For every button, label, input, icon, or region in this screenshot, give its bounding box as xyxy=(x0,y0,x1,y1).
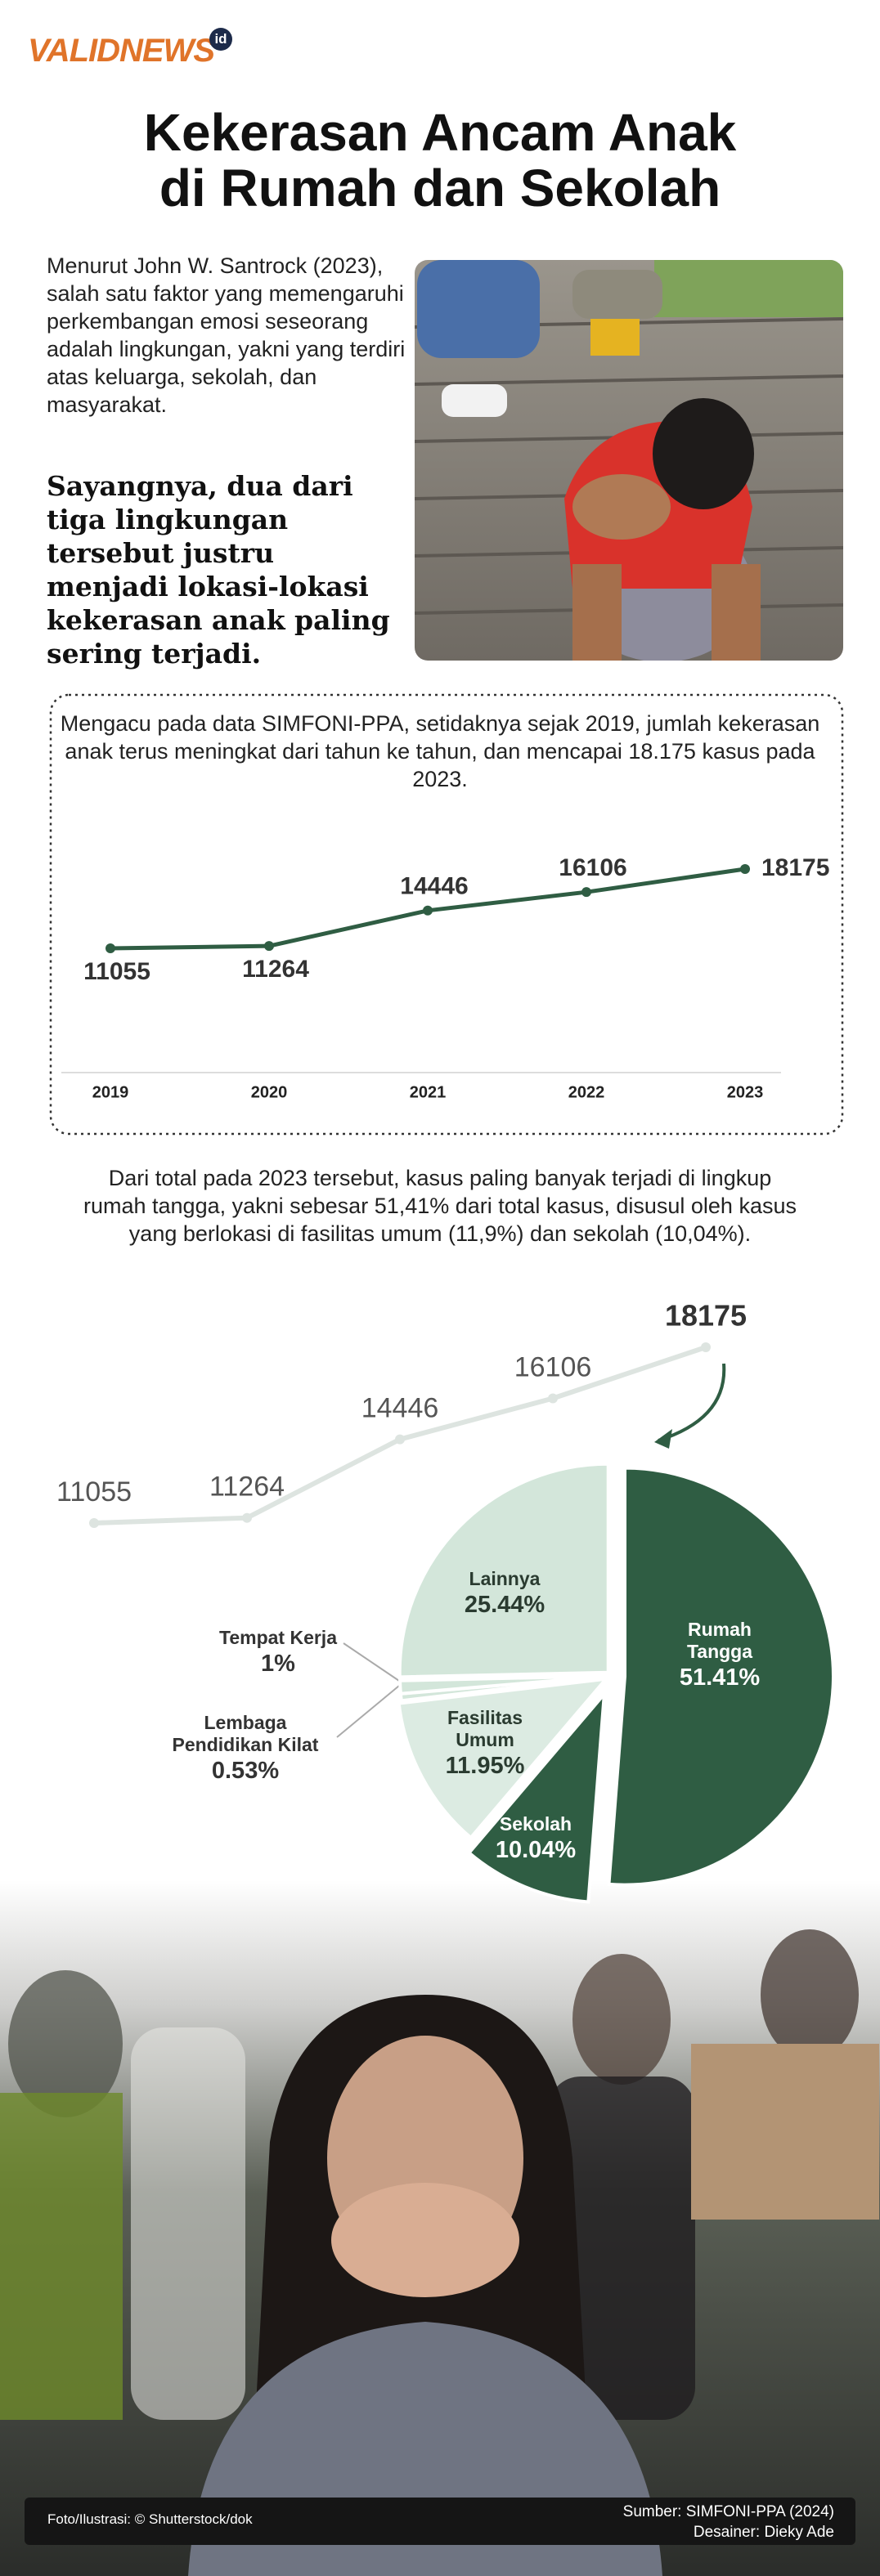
data-label: 11264 xyxy=(242,956,309,983)
x-tick-label: 2021 xyxy=(410,1083,447,1101)
slice-label: Rumah Tangga xyxy=(686,1619,753,1662)
data-label: 16106 xyxy=(559,854,626,881)
x-tick-label: 2023 xyxy=(727,1083,764,1101)
leader-line xyxy=(336,1685,400,1738)
arrow xyxy=(658,1363,726,1442)
slice-label: Lainnya xyxy=(469,1568,541,1589)
designer: Desainer: Dieky Ade xyxy=(693,2524,834,2541)
point xyxy=(581,887,591,898)
photo-children-stairs xyxy=(415,260,843,661)
x-tick-label: 2022 xyxy=(568,1083,605,1101)
faded-label: 16106 xyxy=(514,1351,592,1382)
logo-suffix: id xyxy=(209,28,232,51)
slice-label: Lembaga Pendidikan Kilat xyxy=(172,1712,319,1755)
faded-label: 18175 xyxy=(665,1299,747,1333)
source: Sumber: SIMFONI-PPA (2024) xyxy=(622,2503,834,2520)
faded-point xyxy=(548,1393,558,1404)
pie-slice xyxy=(397,1462,610,1679)
intro-text: Menurut John W. Santrock (2023), salah s… xyxy=(47,253,406,417)
faded-point xyxy=(242,1512,252,1523)
data-label: 11055 xyxy=(83,958,150,985)
pie-slice xyxy=(466,1689,607,1904)
point xyxy=(264,941,274,952)
point xyxy=(106,943,115,953)
slice-label: Fasilitas Umum xyxy=(447,1707,523,1750)
slice-value: 0.53% xyxy=(211,1758,280,1784)
title-line: Kekerasan Ancam Anak xyxy=(143,103,737,162)
highlight-text: Sayangnya, dua dari tiga lingkungan ters… xyxy=(47,470,390,670)
x-tick-label: 2020 xyxy=(251,1083,288,1101)
leader-line xyxy=(343,1642,400,1682)
slice-value: 10.04% xyxy=(495,1837,577,1863)
footer-bar xyxy=(25,2498,855,2545)
arrow-head xyxy=(654,1429,672,1449)
faded-point xyxy=(395,1434,405,1445)
faded-label: 11264 xyxy=(209,1472,285,1503)
title-line: di Rumah dan Sekolah xyxy=(159,159,721,217)
pie-slice xyxy=(398,1674,609,1696)
logo: VALIDNEWS xyxy=(28,33,215,69)
slice-label: Tempat Kerja xyxy=(218,1627,337,1648)
data-label: 14446 xyxy=(400,873,468,900)
faded-point xyxy=(89,1518,99,1528)
slice-label: Sekolah xyxy=(499,1813,572,1835)
slice-value: 11.95% xyxy=(445,1753,525,1779)
chart-description: Mengacu pada data SIMFONI-PPA, setidakny… xyxy=(60,711,820,791)
faded-label: 11055 xyxy=(56,1476,132,1508)
chart-description: Dari total pada 2023 tersebut, kasus pal… xyxy=(83,1166,797,1246)
photo-crowd xyxy=(0,1880,880,2576)
slice-value: 51.41% xyxy=(679,1664,761,1691)
x-tick-label: 2019 xyxy=(92,1083,129,1101)
pie-slice xyxy=(607,1466,835,1887)
faded-point xyxy=(701,1342,711,1352)
slice-value: 1% xyxy=(261,1651,295,1677)
point xyxy=(740,864,750,874)
data-label: 18175 xyxy=(761,854,829,881)
faded-label: 14446 xyxy=(361,1393,439,1424)
point xyxy=(423,905,433,916)
photo-credit: Foto/Ilustrasi: © Shutterstock/dok xyxy=(47,2511,253,2527)
slice-value: 25.44% xyxy=(464,1592,546,1618)
pie-slice xyxy=(397,1677,610,1840)
chart-frame xyxy=(49,693,844,1136)
